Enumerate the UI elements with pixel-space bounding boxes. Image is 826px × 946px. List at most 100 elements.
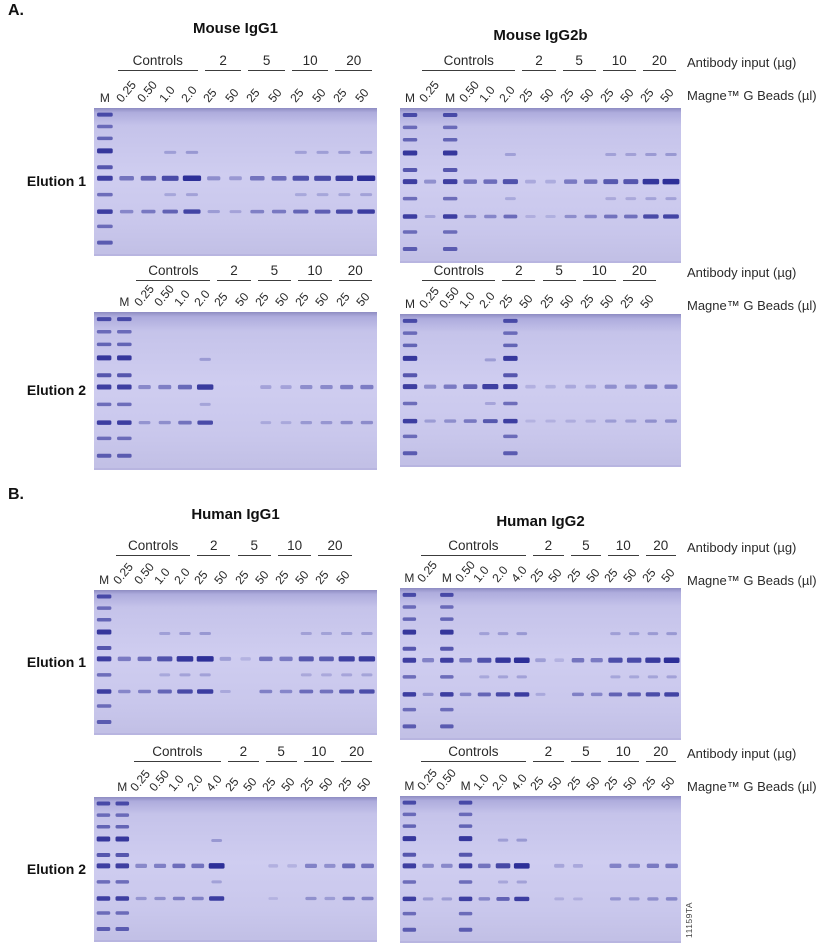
marker-lane (97, 112, 113, 245)
sample-lane (623, 153, 639, 219)
sample-lane (665, 863, 678, 901)
lane-label: 25 (334, 774, 355, 794)
marker-lane (96, 801, 111, 931)
sample-lane (319, 632, 334, 694)
sample-lane (338, 632, 355, 694)
lane-label: 50 (516, 291, 537, 311)
antibody-input-group: 2 (533, 539, 564, 556)
antibody-input-group: Controls (420, 745, 527, 762)
antibody-input-group: Controls (136, 264, 211, 281)
sample-lane (564, 179, 578, 219)
lane-label: 1.0 (470, 771, 493, 793)
sample-lane (545, 384, 556, 423)
sample-lane (157, 632, 173, 694)
sample-lane (177, 384, 193, 425)
lane-label: 2.0 (184, 772, 206, 794)
panel-label: B. (8, 486, 24, 503)
lane-label: 50 (308, 85, 329, 105)
marker-lane (96, 594, 112, 724)
sample-lane (260, 385, 272, 425)
lane-label: 25 (601, 773, 622, 793)
antibody-input-label: Antibody input (µg) (687, 265, 797, 280)
gel-title: Mouse IgG2b (493, 27, 588, 44)
lane-label: 2.0 (496, 83, 519, 105)
lane-label: 2.0 (171, 565, 193, 587)
gel-title: Human IgG2 (496, 513, 585, 530)
lane-label: 25 (312, 567, 333, 587)
sample-lane (572, 863, 584, 901)
gel-image (400, 588, 681, 740)
sample-lane (249, 176, 265, 214)
sample-lane (565, 384, 577, 423)
sample-lane (340, 384, 354, 425)
sample-lane (358, 632, 376, 694)
sample-lane (360, 384, 374, 425)
lane-label: 25 (211, 289, 231, 309)
gel-image (400, 108, 681, 263)
lane-label: 50 (536, 85, 557, 105)
antibody-input-group: 2 (502, 264, 536, 281)
lane-label: 50 (556, 291, 577, 311)
lane-label: 50 (231, 289, 252, 309)
antibody-input-group: Controls (117, 54, 198, 71)
lane-label: 4.0 (508, 771, 530, 793)
lane-label: 0.25 (130, 282, 157, 309)
sample-lane (603, 153, 619, 219)
sample-lane (279, 656, 293, 694)
sample-lane (153, 863, 167, 901)
sample-lane (268, 864, 279, 900)
sample-lane (140, 175, 157, 214)
lane-label: M (119, 295, 130, 309)
sample-lane (335, 150, 354, 214)
antibody-input-group: 10 (608, 745, 639, 762)
lane-label: M (445, 91, 456, 105)
antibody-input-group: 10 (303, 745, 335, 762)
sample-lane (482, 358, 499, 424)
sample-lane (463, 179, 477, 219)
sample-lane (172, 863, 186, 901)
lane-label: 50 (657, 565, 678, 585)
antibody-input-group: 5 (248, 54, 285, 71)
lane-label: 0.50 (433, 766, 459, 793)
lane-label: 25 (330, 85, 350, 105)
antibody-input-group: 2 (204, 54, 242, 71)
sample-lane (571, 657, 585, 697)
sample-lane (219, 656, 232, 693)
gel-image (400, 796, 681, 943)
antibody-input-group: 10 (608, 539, 639, 556)
sample-lane (161, 150, 179, 214)
sample-lane (240, 657, 251, 661)
sample-lane (158, 384, 172, 425)
lane-label: 50 (353, 774, 374, 794)
sample-lane (554, 863, 565, 901)
sample-lane (422, 658, 435, 697)
sample-lane (292, 150, 310, 214)
lane-label: M (404, 571, 415, 585)
lane-label: 50 (657, 773, 678, 793)
lane-label: 50 (637, 291, 657, 311)
antibody-input-group: 20 (341, 745, 372, 762)
beads-volume-label: Magne™ G Beads (µl) (687, 88, 817, 103)
marker-lane (402, 800, 417, 932)
antibody-input-group: 20 (642, 54, 676, 71)
lane-label: 25 (564, 565, 584, 585)
lane-label: 2.0 (178, 83, 200, 105)
sample-lane (207, 176, 221, 214)
marker-lane (503, 318, 518, 456)
lane-label: 50 (597, 291, 617, 311)
antibody-input-group: Controls (422, 264, 496, 281)
antibody-input-group: Controls (422, 54, 516, 71)
sample-lane (554, 658, 565, 662)
lane-label: 2.0 (489, 771, 511, 793)
lane-label: 4.0 (202, 772, 225, 794)
panel-label: A. (8, 2, 24, 19)
sample-lane (664, 384, 678, 423)
antibody-input-group: 10 (277, 539, 312, 556)
sample-lane (483, 179, 498, 219)
lane-label: 25 (292, 289, 312, 309)
lane-label: 0.50 (134, 78, 161, 105)
sample-lane (478, 863, 491, 901)
lane-label: 25 (496, 291, 516, 311)
sample-lane (280, 385, 292, 425)
sample-lane (624, 384, 637, 423)
